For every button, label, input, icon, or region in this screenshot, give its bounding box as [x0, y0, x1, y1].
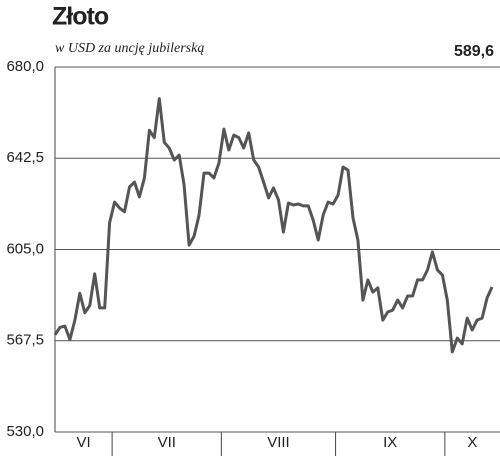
x-tick-label: X [467, 434, 477, 451]
y-tick-label: 680,0 [6, 58, 44, 75]
x-tick-label: VII [158, 434, 176, 451]
y-tick-label: 530,0 [6, 423, 44, 440]
x-tick-label: VIII [267, 434, 290, 451]
value-label: 589,6 [454, 43, 494, 60]
chart-title: Złoto [52, 3, 109, 31]
x-tick-label: VI [76, 434, 90, 451]
y-tick-label: 605,0 [6, 240, 44, 257]
x-tick-label: IX [383, 434, 397, 451]
y-tick-label: 642,5 [6, 149, 44, 166]
line [53, 97, 494, 354]
chart-subtitle: w USD za uncję jubilerską [55, 41, 204, 56]
y-tick-label: 567,5 [6, 332, 44, 349]
